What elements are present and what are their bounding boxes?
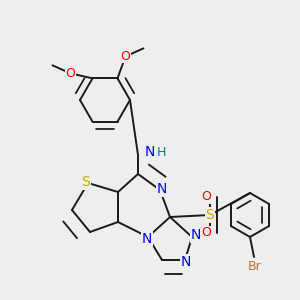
Text: O: O — [66, 67, 75, 80]
Text: N: N — [145, 145, 155, 159]
Text: N: N — [157, 182, 167, 196]
Text: O: O — [201, 190, 211, 203]
Text: N: N — [191, 228, 201, 242]
Text: O: O — [121, 50, 130, 63]
Text: Br: Br — [248, 260, 262, 274]
Text: S: S — [82, 175, 90, 189]
Text: S: S — [206, 208, 214, 222]
Text: H: H — [156, 146, 166, 158]
Text: N: N — [142, 232, 152, 246]
Text: O: O — [201, 226, 211, 239]
Text: N: N — [181, 255, 191, 269]
